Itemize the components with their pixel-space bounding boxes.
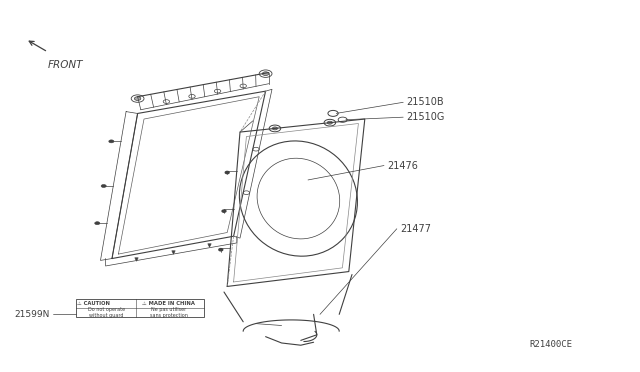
Circle shape [327, 121, 332, 124]
Text: 21476: 21476 [387, 161, 418, 170]
Circle shape [109, 140, 114, 143]
Text: Do not operate
without guard: Do not operate without guard [88, 307, 125, 318]
Circle shape [222, 210, 226, 212]
Text: ⚠ MADE IN CHINA: ⚠ MADE IN CHINA [143, 301, 195, 306]
Text: 21477: 21477 [400, 224, 431, 234]
Text: 21510B: 21510B [406, 97, 444, 107]
Circle shape [273, 127, 278, 130]
Circle shape [101, 185, 106, 187]
Bar [76, 299, 204, 317]
Text: R21400CE: R21400CE [530, 340, 573, 349]
Text: ⚠ CAUTION: ⚠ CAUTION [77, 301, 110, 306]
Circle shape [262, 72, 269, 76]
Circle shape [225, 171, 229, 174]
Text: 21599N: 21599N [14, 310, 49, 319]
Circle shape [219, 248, 223, 251]
Circle shape [134, 97, 141, 100]
Text: 21510G: 21510G [406, 112, 445, 122]
Text: Ne pas utiliser
sans protection: Ne pas utiliser sans protection [150, 307, 188, 318]
Circle shape [95, 222, 100, 225]
Text: FRONT: FRONT [48, 60, 83, 70]
